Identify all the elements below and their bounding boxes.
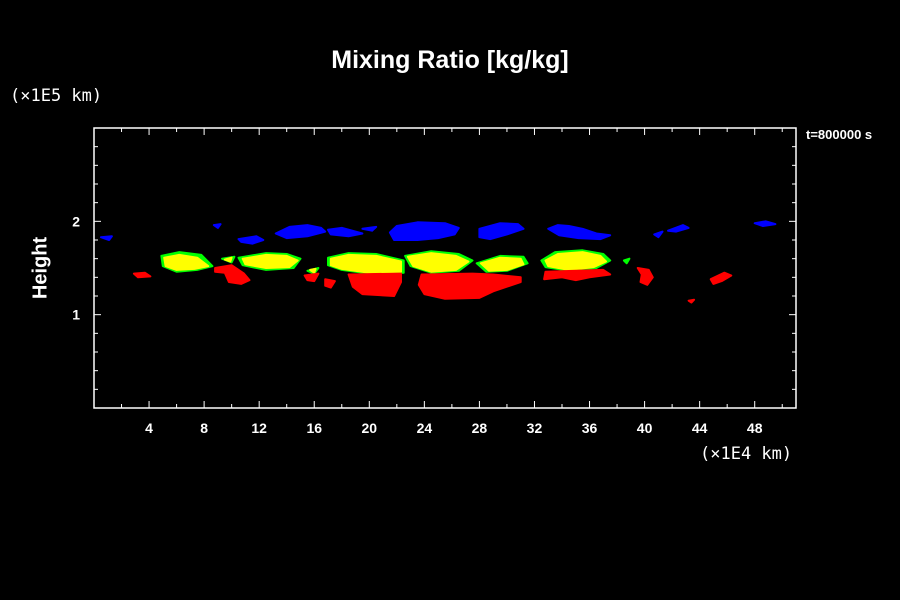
- x-tick-label: 20: [362, 420, 378, 436]
- blue-region-8: [547, 224, 612, 241]
- red-region-38: [709, 271, 733, 285]
- green-region-20: [622, 257, 631, 265]
- blue-region-3: [274, 224, 327, 240]
- blue-region-1: [212, 223, 222, 229]
- red-region-35: [543, 268, 612, 282]
- x-tick-label: 16: [306, 420, 322, 436]
- x-tick-label: 40: [637, 420, 653, 436]
- yellow-region-22: [223, 256, 233, 263]
- x-tick-label: 12: [251, 420, 267, 436]
- x-tick-label: 4: [145, 420, 153, 436]
- mixing-ratio-regions: [99, 220, 777, 304]
- yellow-region-26: [406, 252, 470, 273]
- time-label: t=800000 s: [806, 127, 873, 142]
- x-tick-label: 44: [692, 420, 708, 436]
- x-tick-label: 8: [200, 420, 208, 436]
- chart-title: Mixing Ratio [kg/kg]: [331, 46, 569, 74]
- yellow-region-25: [329, 253, 402, 274]
- blue-region-9: [653, 230, 664, 239]
- red-region-37: [687, 298, 696, 304]
- x-tick-label: 28: [472, 420, 488, 436]
- x-tick-label: 48: [747, 420, 763, 436]
- plot-frame: [93, 127, 797, 409]
- blue-region-2: [237, 235, 265, 245]
- blue-region-5: [361, 225, 378, 232]
- x-tick-label: 36: [582, 420, 598, 436]
- red-region-29: [132, 271, 152, 279]
- x-tick-label: 32: [527, 420, 543, 436]
- y-tick-label: 2: [72, 213, 80, 229]
- yellow-region-21: [163, 253, 210, 271]
- red-region-34: [417, 272, 522, 300]
- yellow-region-23: [241, 253, 299, 269]
- blue-region-4: [327, 226, 364, 238]
- red-region-31: [303, 272, 320, 283]
- yellow-region-27: [479, 256, 525, 272]
- yellow-region-28: [544, 251, 607, 271]
- blue-region-11: [753, 220, 777, 227]
- x-tick-label: 24: [417, 420, 433, 436]
- blue-region-0: [99, 235, 113, 241]
- blue-region-6: [388, 221, 460, 241]
- x-axis-unit: (×1E4 km): [700, 444, 793, 464]
- yellow-region-24: [309, 267, 317, 274]
- red-region-32: [324, 278, 336, 289]
- red-region-36: [636, 267, 654, 286]
- blue-region-10: [667, 224, 690, 233]
- y-tick-label: 1: [72, 307, 80, 323]
- red-region-33: [347, 272, 402, 297]
- blue-region-7: [478, 222, 525, 241]
- y-axis-unit: (×1E5 km): [10, 86, 103, 106]
- red-region-30: [214, 264, 251, 285]
